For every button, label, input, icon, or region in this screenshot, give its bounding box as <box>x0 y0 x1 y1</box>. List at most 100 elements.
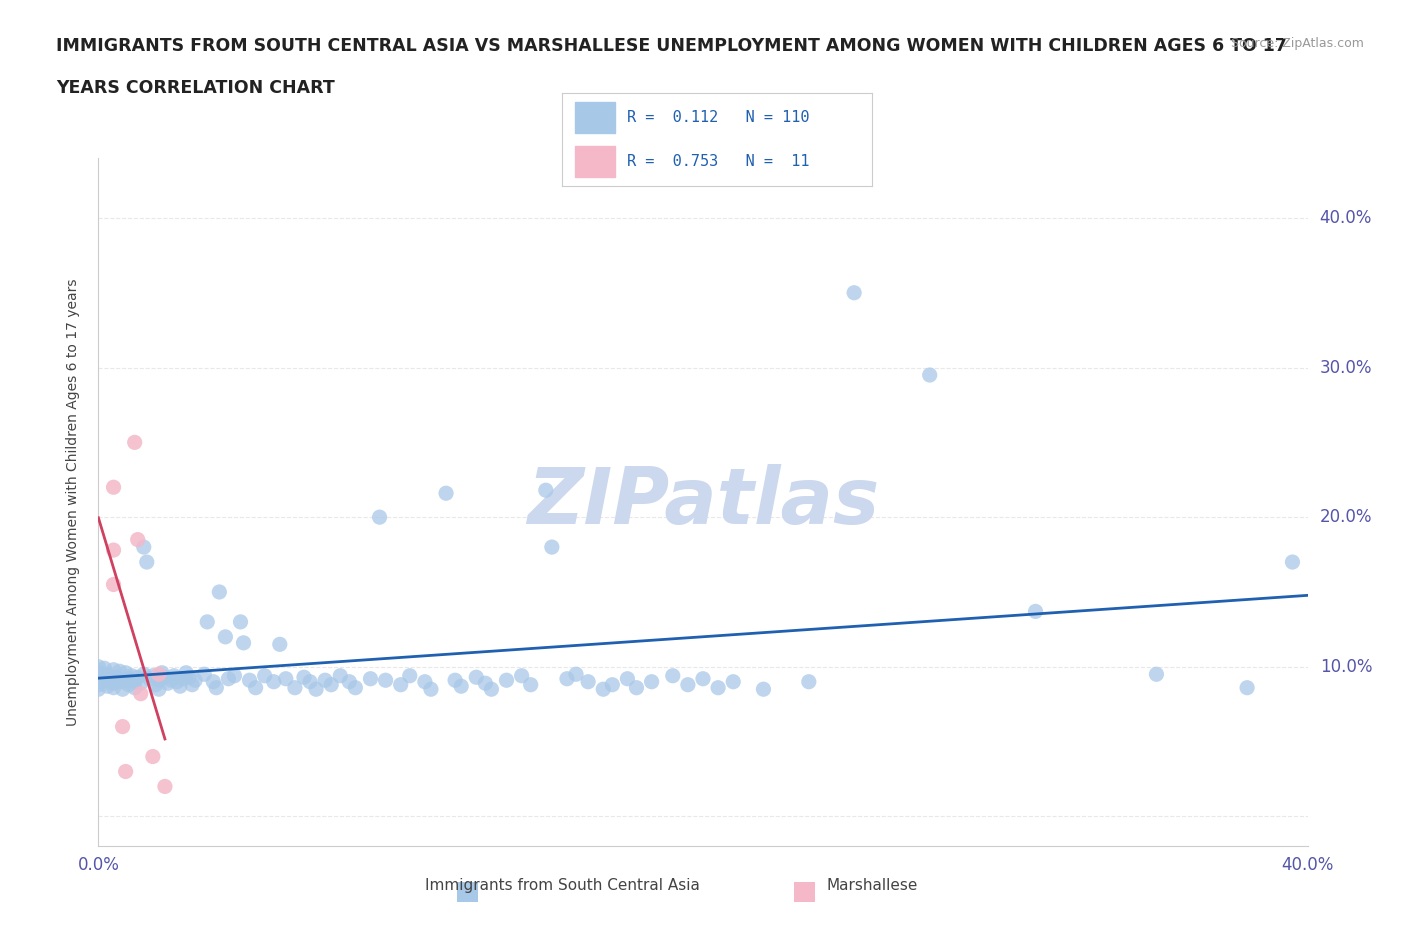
Point <box>103 542 125 557</box>
Point <box>156 676 179 691</box>
Point <box>576 674 599 689</box>
Point <box>721 674 744 689</box>
Point <box>344 680 367 695</box>
Point <box>129 686 152 701</box>
Point <box>177 670 201 684</box>
Text: 10.0%: 10.0% <box>1320 658 1372 676</box>
Point <box>105 670 128 684</box>
Point <box>245 680 267 695</box>
Point <box>305 682 328 697</box>
Point <box>153 670 176 684</box>
Point <box>114 764 136 779</box>
Point <box>87 682 110 697</box>
Point <box>153 779 176 794</box>
Point <box>129 676 152 691</box>
Point <box>752 682 775 697</box>
Point <box>661 669 683 684</box>
Point <box>96 667 118 682</box>
Point <box>87 669 110 684</box>
Point <box>96 672 118 687</box>
Point <box>274 671 297 686</box>
Point <box>844 286 866 300</box>
Point <box>602 677 624 692</box>
Point <box>224 669 246 684</box>
Text: IMMIGRANTS FROM SOUTH CENTRAL ASIA VS MARSHALLESE UNEMPLOYMENT AMONG WOMEN WITH : IMMIGRANTS FROM SOUTH CENTRAL ASIA VS MA… <box>56 37 1286 55</box>
Point <box>239 672 262 687</box>
Point <box>163 669 186 684</box>
Point <box>360 671 382 686</box>
Point <box>181 677 204 692</box>
Bar <box>575 146 614 177</box>
Point <box>148 672 170 687</box>
Point <box>321 677 343 692</box>
Point <box>118 671 141 686</box>
Point <box>450 679 472 694</box>
Text: ZIPatlas: ZIPatlas <box>527 464 879 540</box>
Point <box>111 682 134 697</box>
Point <box>142 749 165 764</box>
Point <box>797 674 820 689</box>
Point <box>87 659 110 674</box>
Point <box>229 615 252 630</box>
Point <box>534 483 557 498</box>
Point <box>692 671 714 686</box>
Text: YEARS CORRELATION CHART: YEARS CORRELATION CHART <box>56 79 335 97</box>
Text: R =  0.753   N =  11: R = 0.753 N = 11 <box>627 153 810 169</box>
Point <box>368 510 391 525</box>
Point <box>413 674 436 689</box>
Point <box>93 661 115 676</box>
Point <box>148 682 170 697</box>
Point <box>329 669 352 684</box>
Point <box>292 670 315 684</box>
Point <box>169 679 191 694</box>
Point <box>145 677 167 692</box>
Point <box>166 674 188 689</box>
Point <box>124 435 146 450</box>
Point <box>389 677 412 692</box>
Text: R =  0.112   N = 110: R = 0.112 N = 110 <box>627 110 810 126</box>
Point <box>419 682 441 697</box>
Point <box>87 671 110 686</box>
Point <box>108 672 131 687</box>
Text: Source: ZipAtlas.com: Source: ZipAtlas.com <box>1230 37 1364 50</box>
Point <box>148 667 170 682</box>
Point <box>103 676 125 691</box>
Point <box>93 670 115 684</box>
Point <box>142 669 165 684</box>
Point <box>127 532 149 547</box>
Point <box>121 669 143 684</box>
Point <box>135 554 157 569</box>
Point <box>481 682 503 697</box>
Point <box>1281 554 1303 569</box>
Point <box>103 577 125 591</box>
Point <box>565 667 588 682</box>
Point <box>337 674 360 689</box>
Point <box>495 672 517 687</box>
Point <box>103 662 125 677</box>
Point <box>465 670 488 684</box>
Point <box>555 671 578 686</box>
Point <box>132 539 155 554</box>
Point <box>1024 604 1046 618</box>
Y-axis label: Unemployment Among Women with Children Ages 6 to 17 years: Unemployment Among Women with Children A… <box>66 278 80 726</box>
Point <box>263 674 285 689</box>
Text: Immigrants from South Central Asia: Immigrants from South Central Asia <box>425 878 700 893</box>
Point <box>103 480 125 495</box>
Point <box>96 679 118 694</box>
Point <box>172 671 194 686</box>
Point <box>510 669 533 684</box>
Text: 30.0%: 30.0% <box>1320 359 1372 377</box>
Point <box>269 637 291 652</box>
Point <box>195 615 218 630</box>
Point <box>127 670 149 684</box>
Point <box>232 635 254 650</box>
Point <box>205 680 228 695</box>
Point <box>444 672 467 687</box>
Point <box>519 677 541 692</box>
Point <box>299 674 322 689</box>
Point <box>160 672 183 687</box>
Point <box>118 677 141 692</box>
Point <box>592 682 614 697</box>
Point <box>111 719 134 734</box>
Point <box>174 665 197 680</box>
